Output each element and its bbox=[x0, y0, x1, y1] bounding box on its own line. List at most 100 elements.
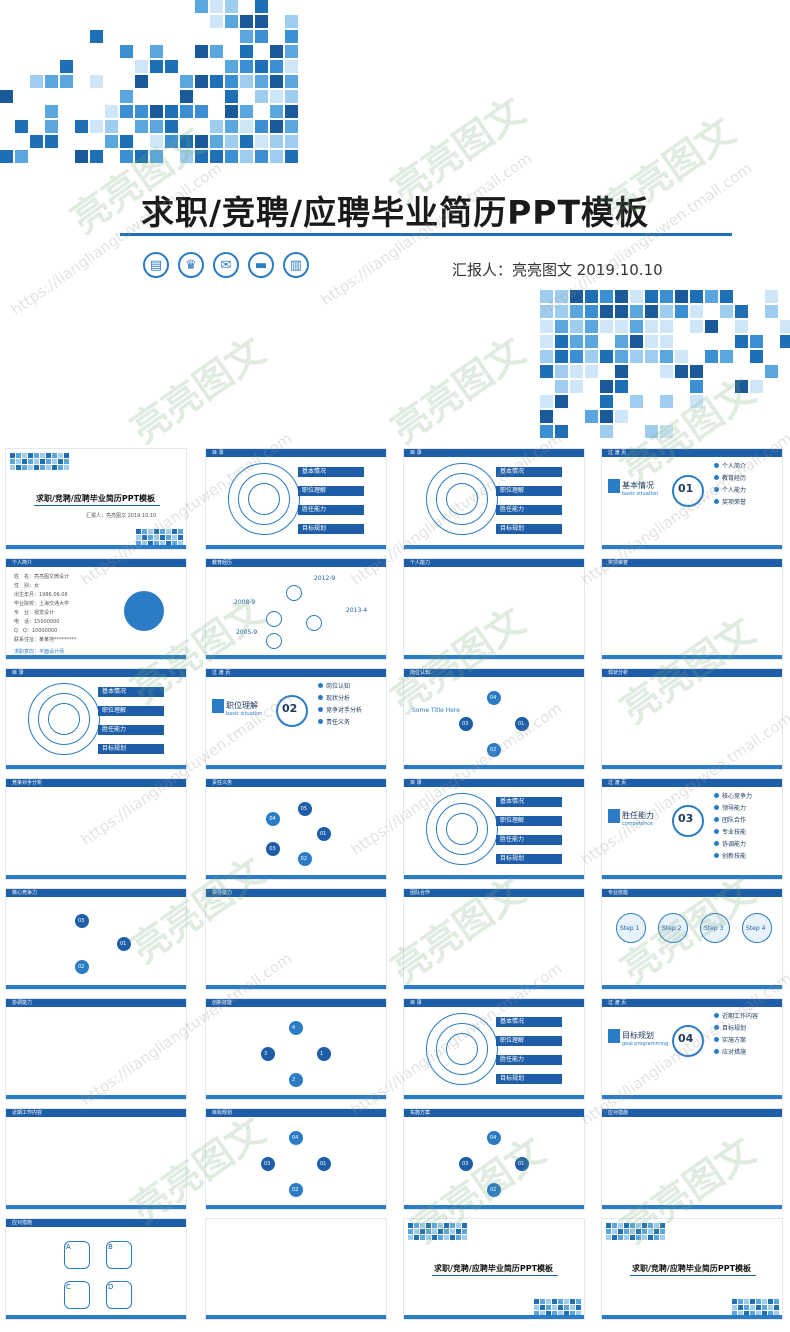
slide-thumbnail[interactable]: 目 录基本情况 职位理解 胜任能力 目标规划 bbox=[5, 668, 187, 770]
slide-thumbnail[interactable]: 个人简介姓 名：亮亮图文微设计性 别：女 出生年月：1986.06.06 毕业院校：… bbox=[5, 558, 187, 660]
section-letter-box bbox=[608, 479, 620, 493]
mosaic-tile bbox=[225, 90, 238, 103]
slide-thumbnail[interactable]: 应对措施 bbox=[601, 1108, 783, 1210]
target-ring bbox=[426, 463, 498, 535]
mosaic-tile bbox=[30, 135, 43, 148]
mosaic-tile bbox=[654, 1223, 659, 1228]
target-ring bbox=[426, 1013, 498, 1085]
slide-thumbnail[interactable]: 专业技能 Step 1 Step 2 Step 3 Step 4 bbox=[601, 888, 783, 990]
slide-thumbnail[interactable]: 近期工作内容 bbox=[5, 1108, 187, 1210]
slide-thumbnail[interactable]: 目标规划 01 02 03 04 bbox=[205, 1108, 387, 1210]
mosaic-tile bbox=[534, 1311, 539, 1316]
slide-thumbnail[interactable] bbox=[205, 1218, 387, 1320]
slide-thumbnail[interactable]: 过 渡 页胜任能力 competence 03 核心竞争力 领导能力 团队合作 专业技能 协调… bbox=[601, 778, 783, 880]
slide-header-bar: 竞争对手分析 bbox=[6, 779, 186, 787]
toc-item: 目标规划 bbox=[496, 854, 562, 864]
slide-header-bar: 专业技能 bbox=[602, 889, 782, 897]
mosaic-tile bbox=[558, 1311, 563, 1316]
slide-thumbnail[interactable]: 现状分析 bbox=[601, 668, 783, 770]
mosaic-tile bbox=[570, 365, 583, 378]
mosaic-tile bbox=[615, 290, 628, 303]
slide-thumbnail[interactable]: 求职/竞聘/应聘毕业简历PPT模板 bbox=[403, 1218, 585, 1320]
mosaic-tile bbox=[46, 465, 51, 470]
slide-thumbnail[interactable]: 求职/竞聘/应聘毕业简历PPT模板 汇报人：亮亮图文 2019.10.10 bbox=[5, 448, 187, 550]
bullet-dot bbox=[714, 1013, 719, 1018]
slide-thumbnail[interactable]: 领导能力 bbox=[205, 888, 387, 990]
toc-item: 胜任能力 bbox=[496, 1055, 562, 1065]
mosaic-tile bbox=[768, 1299, 773, 1304]
slide-footer-bar bbox=[206, 655, 386, 659]
slide-thumbnail[interactable]: 奖项荣誉 bbox=[601, 558, 783, 660]
slide-footer-bar bbox=[6, 1095, 186, 1099]
slide-thumbnail[interactable]: 教育经历 2012-9 2008-9 2013-4 2005-9 bbox=[205, 558, 387, 660]
slide-thumbnail[interactable]: 岗位认知 Some Title Here 01 02 03 04 bbox=[403, 668, 585, 770]
timeline-node bbox=[266, 633, 282, 649]
mosaic-tile bbox=[45, 135, 58, 148]
mosaic-tile bbox=[210, 135, 223, 148]
slide-thumbnail[interactable]: 竞争对手分析 bbox=[5, 778, 187, 880]
mosaic-tile bbox=[136, 541, 141, 546]
step-circle bbox=[658, 913, 688, 943]
mosaic-tile bbox=[166, 535, 171, 540]
title-rule bbox=[630, 1275, 756, 1276]
mosaic-tile bbox=[52, 465, 57, 470]
slide-thumbnail[interactable]: 实施方案 01 02 03 04 bbox=[403, 1108, 585, 1210]
mosaic-tile bbox=[28, 459, 33, 464]
slide-thumbnail[interactable]: 应对措施 A B C D bbox=[5, 1218, 187, 1320]
bullet-dot bbox=[714, 829, 719, 834]
mosaic-tile bbox=[540, 1311, 545, 1316]
slide-thumbnail[interactable]: 目 录基本情况 职位理解 胜任能力 目标规划 bbox=[403, 448, 585, 550]
mosaic-tile bbox=[735, 380, 748, 393]
mosaic-tile bbox=[408, 1229, 413, 1234]
mosaic-tile bbox=[255, 135, 268, 148]
mosaic-tile bbox=[64, 465, 69, 470]
slide-thumbnail[interactable]: 过 渡 页基本情况 basic situation 01 个人简介 教育经历 个人能力 奖项… bbox=[601, 448, 783, 550]
slide-header-bar: 实施方案 bbox=[404, 1109, 584, 1117]
slide-footer-bar bbox=[404, 655, 584, 659]
mosaic-tile bbox=[165, 135, 178, 148]
step-label: Step 4 bbox=[746, 925, 766, 932]
slide-footer-bar bbox=[206, 875, 386, 879]
slide-header-label: 过 渡 页 bbox=[608, 450, 627, 456]
slide-thumbnail[interactable]: 目 录基本情况 职位理解 胜任能力 目标规划 bbox=[205, 448, 387, 550]
mosaic-tile bbox=[180, 150, 193, 163]
slide-thumbnail[interactable]: 过 渡 页目标规划 goal programming 04 近期工作内容 目标规划 实施方… bbox=[601, 998, 783, 1100]
mosaic-tile bbox=[735, 320, 748, 333]
mosaic-tile bbox=[750, 1305, 755, 1310]
slide-thumbnail[interactable]: 个人能力 bbox=[403, 558, 585, 660]
mosaic-tile bbox=[148, 535, 153, 540]
mosaic-tile bbox=[28, 453, 33, 458]
toc-item: 目标规划 bbox=[496, 1074, 562, 1084]
slide-footer-bar bbox=[6, 545, 186, 549]
bullet-dot bbox=[714, 475, 719, 480]
slide-thumbnail[interactable]: 核心竞争力 01 02 03 bbox=[5, 888, 187, 990]
mosaic-tile bbox=[444, 1223, 449, 1228]
slide-thumbnail[interactable]: 团队合作 bbox=[403, 888, 585, 990]
mosaic-tile bbox=[630, 1229, 635, 1234]
mosaic-tile bbox=[645, 305, 658, 318]
toc-item: 胜任能力 bbox=[298, 505, 364, 515]
number-label: 03 bbox=[264, 1161, 271, 1167]
slide-thumbnail[interactable]: 责任义务 01 02 03 04 05 bbox=[205, 778, 387, 880]
mosaic-tile bbox=[270, 75, 283, 88]
number-node bbox=[75, 914, 89, 929]
slide-subtitle: 汇报人：亮亮图文 2019.10.10 bbox=[86, 513, 157, 519]
slide-thumbnail[interactable]: 目 录基本情况 职位理解 胜任能力 目标规划 bbox=[403, 998, 585, 1100]
mosaic-tile bbox=[142, 541, 147, 546]
mosaic-tile bbox=[540, 290, 553, 303]
slide-thumbnail[interactable]: 求职/竞聘/应聘毕业简历PPT模板 bbox=[601, 1218, 783, 1320]
mosaic-tile bbox=[612, 1223, 617, 1228]
slide-header-label: 过 渡 页 bbox=[608, 780, 627, 786]
slide-thumbnail[interactable]: 协调能力 bbox=[5, 998, 187, 1100]
mosaic-tile bbox=[540, 1299, 545, 1304]
slide-thumbnail[interactable]: 过 渡 页职位理解 basic situation 02 岗位认知 现状分析 竞争对手分析… bbox=[205, 668, 387, 770]
target-ring bbox=[28, 683, 100, 755]
section-item: 创新技能 bbox=[722, 853, 747, 860]
mosaic-tile bbox=[240, 135, 253, 148]
mosaic-tile bbox=[166, 529, 171, 534]
number-node bbox=[289, 1073, 303, 1087]
mosaic-tile bbox=[618, 1223, 623, 1228]
slide-thumbnail[interactable]: 目 录基本情况 职位理解 胜任能力 目标规划 bbox=[403, 778, 585, 880]
mosaic-tile bbox=[166, 541, 171, 546]
slide-thumbnail[interactable]: 创新技能 1 2 3 4 bbox=[205, 998, 387, 1100]
